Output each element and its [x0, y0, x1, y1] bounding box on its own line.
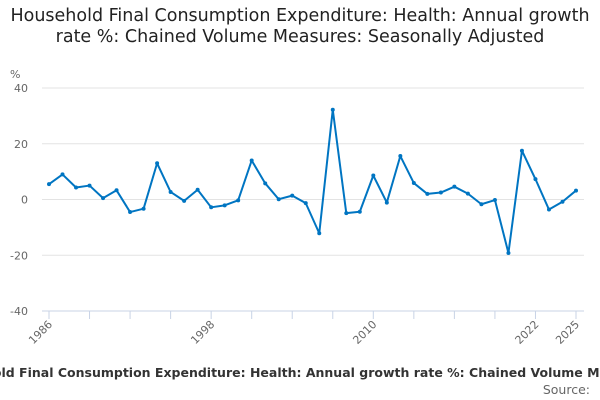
- data-point: [330, 107, 335, 112]
- data-point: [438, 190, 443, 195]
- data-point: [195, 187, 200, 192]
- data-point: [398, 154, 403, 159]
- y-tick-label: -20: [10, 249, 28, 262]
- data-point: [506, 251, 511, 256]
- y-tick-label: 20: [14, 138, 28, 151]
- data-point: [371, 173, 376, 178]
- data-point: [411, 181, 416, 186]
- data-point: [263, 181, 268, 186]
- data-point: [533, 177, 538, 182]
- data-point: [168, 189, 173, 194]
- data-point: [114, 188, 119, 193]
- data-point: [249, 158, 254, 163]
- data-point: [236, 198, 241, 203]
- data-point: [384, 200, 389, 205]
- data-point: [182, 198, 187, 203]
- x-tick-label: 1998: [188, 318, 217, 347]
- data-point: [101, 196, 106, 201]
- legend-item: Household Final Consumption Expenditure:…: [0, 365, 600, 380]
- data-point: [519, 148, 524, 153]
- data-point: [222, 203, 227, 208]
- data-point: [290, 193, 295, 198]
- data-point: [546, 207, 551, 212]
- data-point: [492, 198, 497, 203]
- y-tick-label: 40: [14, 82, 28, 95]
- x-tick-label: 1986: [26, 318, 55, 347]
- data-point: [479, 202, 484, 207]
- y-axis-label: %: [10, 68, 20, 81]
- y-tick-label: 0: [21, 194, 28, 207]
- data-point: [357, 209, 362, 214]
- data-point: [47, 182, 51, 187]
- x-tick-label: 2022: [513, 318, 542, 347]
- data-point: [425, 191, 430, 196]
- x-tick-label: 2025: [553, 318, 582, 347]
- legend: Household Final Consumption Expenditure:…: [0, 365, 600, 380]
- series-line: [48, 108, 577, 255]
- data-point: [452, 184, 457, 189]
- data-point: [87, 183, 92, 188]
- data-point: [317, 231, 322, 236]
- data-point: [141, 206, 146, 211]
- source-label: Source:: [542, 382, 590, 397]
- data-point: [60, 172, 65, 177]
- y-tick-label: -40: [10, 305, 28, 318]
- data-point: [74, 185, 79, 190]
- data-point: [465, 191, 470, 196]
- data-point: [303, 201, 308, 206]
- data-point: [560, 199, 565, 204]
- x-tick-label: 2010: [350, 318, 379, 347]
- data-point: [209, 205, 214, 210]
- chart-title: Household Final Consumption Expenditure:…: [10, 6, 590, 47]
- data-point: [344, 211, 349, 216]
- data-point: [155, 161, 160, 166]
- data-point: [276, 197, 281, 202]
- data-point: [128, 210, 133, 215]
- data-point: [574, 188, 578, 193]
